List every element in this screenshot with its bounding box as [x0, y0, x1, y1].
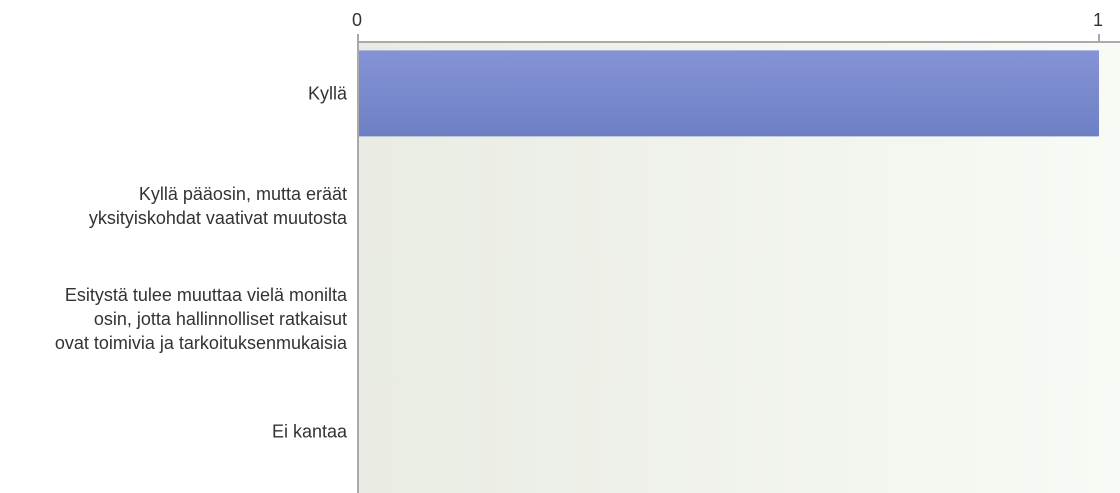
bars: [358, 50, 1099, 137]
category-label: Ei kantaa: [272, 422, 348, 442]
category-label: Kyllä pääosin, mutta eräät yksityiskohdat…: [89, 184, 348, 228]
bar: [358, 50, 1099, 137]
x-tick-label: 1: [1093, 10, 1103, 30]
category-labels: Kyllä Kyllä pääosin, mutta eräät yksityisk…: [55, 83, 348, 441]
category-label: Kyllä: [308, 83, 348, 103]
x-tick-label: 0: [352, 10, 362, 30]
category-label: Esitystä tulee muuttaa vielä monilta osin…: [55, 285, 348, 353]
